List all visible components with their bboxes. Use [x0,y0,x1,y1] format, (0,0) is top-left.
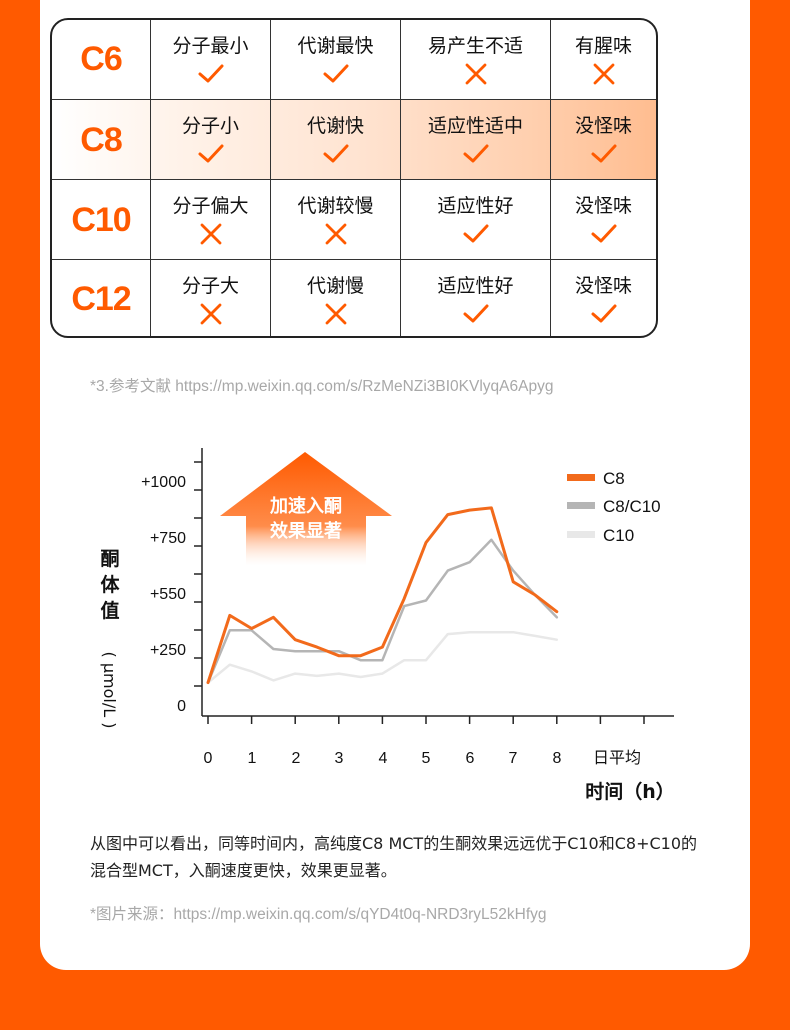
y-axis-label: 酮体值 [100,548,120,622]
cell-text: 适应性适中 [427,115,523,137]
row-label: C8 [80,120,122,159]
reference-note: *3.参考文献 https://mp.weixin.qq.com/s/RzMeN… [90,378,554,395]
x-tick-label: 3 [335,750,344,767]
table-cell: 代谢较慢 [270,180,400,260]
y-tick-label: 0 [177,698,186,715]
row-label: C12 [71,280,131,318]
table-row: C10 分子偏大 代谢较慢 适应性好 没怪味 [52,179,656,260]
table-row: C8 分子小 代谢快 适应性适中 没怪味 [52,99,656,180]
x-tick-label: 5 [422,750,431,767]
cell-text: 没怪味 [574,195,632,217]
check-icon [590,222,618,246]
cross-icon [590,62,618,86]
legend-label: C8 [603,469,625,488]
row-label-cell: C6 [52,20,150,99]
x-tick-label: 1 [248,750,257,767]
x-tick-label: 6 [466,750,475,767]
series-line-c10 [206,630,559,684]
x-tick-label: 0 [204,750,213,767]
table-row: C6 分子最小 代谢最快 易产生不适 有腥味 [52,20,656,99]
legend-swatch [567,502,595,509]
table-cell: 代谢慢 [270,260,400,336]
legend-swatch [567,531,595,538]
row-label: C10 [71,200,131,239]
table-cell: 适应性适中 [400,100,550,180]
y-tick-label: +1000 [141,474,186,491]
x-tick-label: 7 [509,750,518,767]
annotation-label: 加速入酮效果显著 [269,495,342,542]
table-cell: 没怪味 [550,260,656,336]
series-line-c8 [206,506,559,685]
legend-swatch [567,474,595,481]
cell-text: 代谢慢 [306,274,364,297]
row-label-cell: C10 [52,180,150,260]
cell-text: 适应性好 [437,195,514,217]
table-cell: 适应性好 [400,180,550,260]
cross-icon [322,222,350,246]
y-tick-label: +250 [150,642,186,659]
table-cell: 有腥味 [550,20,656,99]
check-icon [197,62,225,86]
mct-comparison-table: C6 分子最小 代谢最快 易产生不适 有腥味 C8 分子小 代谢快 适应性适中 没怪味 C10 分子偏… [50,18,658,338]
cell-text: 适应性好 [437,274,514,297]
cross-icon [197,302,225,326]
x-tick-label: 2 [292,750,301,767]
check-icon [590,142,618,166]
table-cell: 分子大 [150,260,270,336]
row-label: C6 [80,40,122,78]
y-axis-unit: ( μmol/L ) [100,652,119,729]
check-icon [590,302,618,326]
table-cell: 易产生不适 [400,20,550,99]
x-tick-label: 日平均 [593,748,641,767]
cross-icon [462,62,490,86]
cell-text: 分子大 [181,274,239,297]
cell-text: 代谢最快 [297,34,374,57]
check-icon [322,62,350,86]
table-cell: 没怪味 [550,180,656,260]
speed-up-arrow [220,452,392,566]
x-tick-label: 4 [379,750,388,767]
cross-icon [322,302,350,326]
cell-text: 没怪味 [574,274,632,297]
legend-label: C10 [603,526,634,545]
table-cell: 适应性好 [400,260,550,336]
description-text: 从图中可以看出，同等时间内，高纯度C8 MCT的生酮效果远远优于C10和C8+C… [90,834,698,880]
series-line-c8-c10 [206,538,559,684]
x-axis-label: 时间（h） [585,780,675,803]
table-row: C12 分子大 代谢慢 适应性好 没怪味 [52,259,656,336]
y-tick-label: +550 [150,586,186,603]
row-label-cell: C12 [52,260,150,336]
cell-text: 易产生不适 [427,34,523,57]
ketone-chart: 0 +250 +550 +750 +1000 0 1 2 3 4 5 6 7 8 日平均 酮体值 ( μmol/… [100,448,675,803]
source-note: *图片来源：https://mp.weixin.qq.com/s/qYD4t0q… [90,906,547,923]
cell-text: 分子偏大 [172,195,249,217]
cell-text: 分子小 [181,115,239,137]
table-cell: 分子偏大 [150,180,270,260]
cell-text: 没怪味 [574,115,632,137]
check-icon [462,302,490,326]
x-tick-label: 8 [553,750,562,767]
table-cell: 代谢最快 [270,20,400,99]
cell-text: 分子最小 [172,34,249,57]
check-icon [322,142,350,166]
row-label-cell: C8 [52,100,150,180]
table-cell: 没怪味 [550,100,656,180]
cross-icon [197,222,225,246]
legend-label: C8/C10 [603,497,661,516]
y-tick-label: +750 [150,530,186,547]
check-icon [462,222,490,246]
check-icon [462,142,490,166]
table-cell: 代谢快 [270,100,400,180]
table-cell: 分子小 [150,100,270,180]
check-icon [197,142,225,166]
table-cell: 分子最小 [150,20,270,99]
cell-text: 代谢较慢 [297,195,374,217]
cell-text: 代谢快 [306,115,364,137]
cell-text: 有腥味 [574,34,632,57]
